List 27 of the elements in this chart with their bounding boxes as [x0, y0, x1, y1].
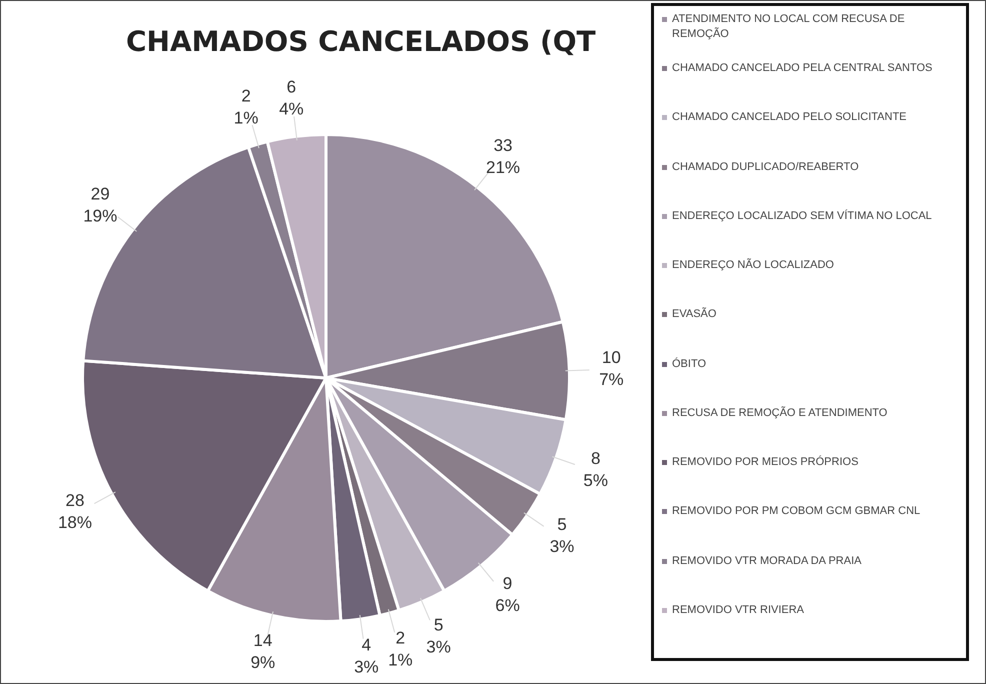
data-label: 8 5% — [583, 449, 608, 490]
legend-label: EVASÃO — [672, 307, 716, 322]
data-label: 14 9% — [250, 631, 276, 672]
data-label: 9 6% — [495, 574, 520, 615]
data-label: 2 1% — [234, 86, 258, 128]
legend-label: REMOVIDO POR MEIOS PRÓPRIOS — [672, 455, 858, 470]
text: CHAMADOS CANCELADOS (QT — [126, 25, 596, 58]
data-label: 4 3% — [354, 635, 379, 676]
data-label: 2 1% — [388, 628, 413, 670]
legend-label: ÓBITO — [672, 356, 706, 372]
data-label: 33 21% — [486, 136, 520, 177]
data-label: 29 19% — [83, 184, 118, 226]
legend-label: CHAMADO CANCELADO PELO SOLICITANTE — [672, 110, 907, 126]
legend-label: ENDEREÇO NÃO LOCALIZADO — [672, 258, 834, 274]
data-label: 10 7% — [599, 348, 624, 390]
legend-label: CHAMADO CANCELADO PELA CENTRAL SANTOS — [672, 61, 932, 76]
data-label: 28 18% — [58, 490, 92, 532]
data-label: 6 4% — [279, 77, 304, 118]
legend-label: RECUSA DE REMOÇÃO E ATENDIMENTO — [672, 406, 888, 421]
legend-label: CHAMADO DUPLICADO/REABERTO — [672, 160, 859, 175]
data-label: 5 3% — [426, 615, 451, 656]
legend-label: ATENDIMENTO NO LOCAL COM RECUSA DE REMOÇÃO — [672, 12, 906, 42]
legend-label: REMOVIDO VTR MORADA DA PRAIA — [672, 554, 862, 569]
legend-label: REMOVIDO POR PM COBOM GCM GBMAR CNL — [672, 504, 920, 520]
data-label: 5 3% — [550, 515, 574, 556]
legend-label: ENDEREÇO LOCALIZADO SEM VÍTIMA NO LOCAL — [672, 208, 932, 224]
legend-label: REMOVIDO VTR RIVIERA — [672, 602, 804, 618]
